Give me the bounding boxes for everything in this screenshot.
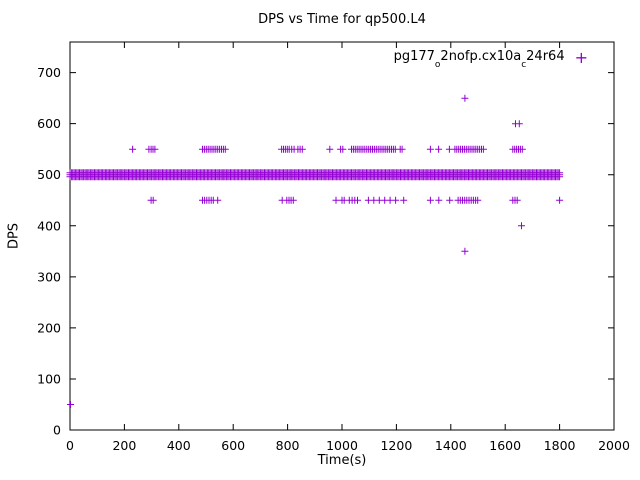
chart-title: DPS vs Time for qp500.L4: [258, 12, 426, 27]
y-tick-label: 100: [37, 371, 61, 386]
y-tick-label: 300: [37, 269, 61, 284]
x-tick-label: 2000: [598, 438, 630, 453]
x-tick-label: 0: [66, 438, 74, 453]
y-tick-label: 500: [37, 167, 61, 182]
y-tick-label: 700: [37, 65, 61, 80]
y-tick-label: 600: [37, 116, 61, 131]
y-axis-label: DPS: [6, 222, 22, 250]
x-tick-label: 1200: [380, 438, 412, 453]
x-axis-label: Time(s): [317, 453, 367, 468]
x-tick-label: 600: [221, 438, 245, 453]
x-tick-label: 200: [112, 438, 136, 453]
legend-text-part: 24r64: [526, 49, 565, 64]
axis-ticks: [69, 42, 615, 431]
x-tick-label: 400: [167, 438, 191, 453]
legend-text-subscript: o: [434, 59, 441, 70]
x-tick-label: 1600: [489, 438, 521, 453]
scatter-points: [66, 94, 564, 408]
x-tick-label: 1000: [326, 438, 358, 453]
y-tick-label: 200: [37, 320, 61, 335]
y-tick-label: 0: [53, 423, 61, 438]
legend-text-subscript: c: [521, 59, 527, 70]
x-tick-label: 800: [276, 438, 300, 453]
y-tick-label: 400: [37, 218, 61, 233]
x-tick-label: 1800: [544, 438, 576, 453]
legend-plus-marker-icon: +: [574, 47, 588, 67]
legend: pg177o2nofp.cx10ac24r64 +: [393, 47, 588, 70]
legend-label: pg177o2nofp.cx10ac24r64: [393, 49, 565, 70]
legend-text-part: pg177: [393, 49, 435, 64]
plot-border: [69, 41, 615, 431]
legend-text-part: 2nofp.cx10a: [440, 49, 522, 64]
x-tick-label: 1400: [435, 438, 467, 453]
